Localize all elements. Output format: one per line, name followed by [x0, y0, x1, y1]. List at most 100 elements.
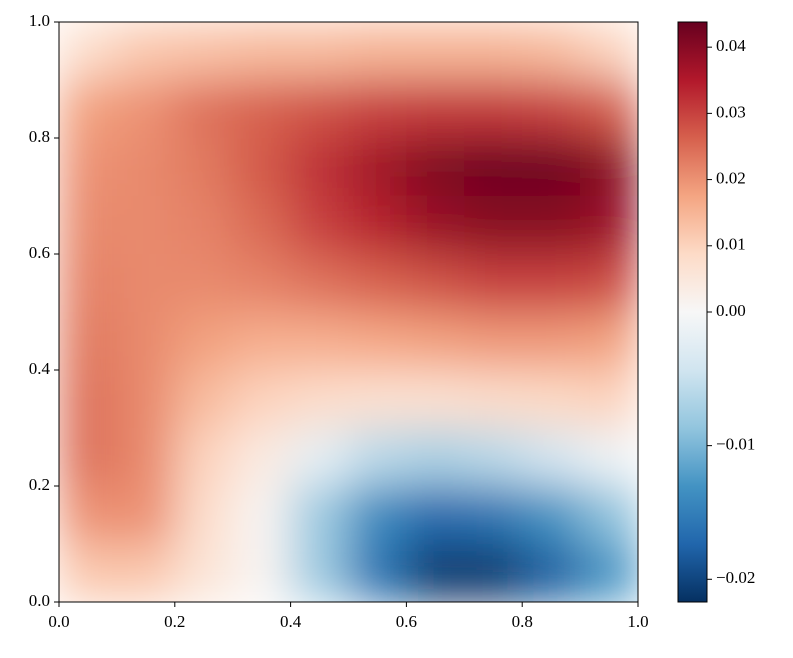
- heat-cell: [580, 254, 638, 313]
- heat-cell: [348, 486, 407, 545]
- heat-cell: [232, 428, 292, 487]
- colorbar-tick-label: 0.01: [716, 235, 746, 254]
- heat-cell: [464, 544, 523, 602]
- x-tick-label: 0.4: [280, 612, 302, 631]
- heat-cell: [174, 196, 234, 255]
- heat-cell: [116, 312, 176, 371]
- heat-cell: [232, 370, 292, 429]
- y-tick-label: 0.4: [29, 359, 51, 378]
- heat-cell: [116, 544, 176, 602]
- heat-cell: [464, 486, 523, 545]
- heat-cell: [522, 80, 581, 139]
- heat-cell: [232, 80, 292, 139]
- heat-cell: [174, 22, 234, 81]
- colorbar-tick-label: −0.02: [716, 568, 755, 587]
- heat-cell: [406, 428, 465, 487]
- heat-cell: [580, 370, 638, 429]
- heat-cell: [406, 138, 465, 197]
- y-tick-label: 0.2: [29, 475, 50, 494]
- heat-cell: [174, 370, 234, 429]
- heat-cell: [59, 196, 118, 255]
- heat-cell: [580, 196, 638, 255]
- heat-cell: [174, 428, 234, 487]
- heat-cell: [290, 80, 349, 139]
- heat-cell: [464, 22, 523, 81]
- heat-cell: [406, 312, 465, 371]
- y-tick-label: 0.0: [29, 591, 50, 610]
- heat-cell: [348, 544, 407, 602]
- heat-cell: [116, 486, 176, 545]
- heat-cell: [464, 196, 523, 255]
- heat-cell: [522, 370, 581, 429]
- heat-cell: [59, 254, 118, 313]
- heat-cell: [232, 254, 292, 313]
- x-tick-label: 0.2: [164, 612, 185, 631]
- heat-cell: [174, 312, 234, 371]
- heat-cell: [522, 312, 581, 371]
- heat-cell: [174, 254, 234, 313]
- heat-cell: [522, 486, 581, 545]
- heat-cell: [348, 196, 407, 255]
- heat-cell: [348, 254, 407, 313]
- heat-cell: [174, 486, 234, 545]
- heat-cell: [406, 22, 465, 81]
- heat-cell: [116, 254, 176, 313]
- heat-cell: [464, 80, 523, 139]
- heat-cell: [348, 138, 407, 197]
- heat-cell: [174, 138, 234, 197]
- heat-cell: [580, 22, 638, 81]
- heat-cell: [290, 312, 349, 371]
- heat-cell: [59, 544, 118, 602]
- heat-cell: [464, 254, 523, 313]
- colorbar: [677, 21, 708, 603]
- heat-cell: [290, 486, 349, 545]
- heat-cell: [59, 312, 118, 371]
- heat-cell: [59, 486, 118, 545]
- x-tick-label: 0.6: [396, 612, 417, 631]
- colorbar-tick-label: 0.04: [716, 36, 746, 55]
- heat-cell: [59, 370, 118, 429]
- heat-cell: [232, 544, 292, 602]
- heat-cell: [348, 428, 407, 487]
- heat-cell: [406, 370, 465, 429]
- heat-cell: [116, 138, 176, 197]
- heat-cell: [290, 544, 349, 602]
- y-tick-label: 1.0: [29, 11, 50, 30]
- heat-cell: [522, 196, 581, 255]
- heat-cell: [406, 544, 465, 602]
- y-tick-label: 0.6: [29, 243, 50, 262]
- heat-cell: [464, 312, 523, 371]
- x-tick-label: 1.0: [627, 612, 648, 631]
- colorbar-tick-label: −0.01: [716, 435, 755, 454]
- heat-cell: [580, 486, 638, 545]
- heat-cell: [116, 22, 176, 81]
- heat-cell: [116, 80, 176, 139]
- y-tick-label: 0.8: [29, 127, 50, 146]
- colorbar-tick-label: 0.02: [716, 168, 746, 187]
- heat-cell: [232, 22, 292, 81]
- heat-cell: [232, 312, 292, 371]
- heat-cell: [522, 22, 581, 81]
- heat-cell: [290, 370, 349, 429]
- heat-cell: [580, 138, 638, 197]
- colorbar-tick-label: 0.03: [716, 102, 746, 121]
- heat-cell: [348, 370, 407, 429]
- heat-cell: [406, 80, 465, 139]
- heat-cell: [580, 80, 638, 139]
- heat-cell: [116, 196, 176, 255]
- heat-cell: [290, 254, 349, 313]
- heat-cell: [116, 428, 176, 487]
- heat-cell: [406, 254, 465, 313]
- heat-cell: [406, 486, 465, 545]
- heat-cell: [116, 370, 176, 429]
- heat-cell: [348, 80, 407, 139]
- colorbar-tick-label: 0.00: [716, 301, 746, 320]
- heat-cell: [290, 428, 349, 487]
- heat-cell: [59, 428, 118, 487]
- heat-cell: [348, 22, 407, 81]
- heat-cell: [522, 544, 581, 602]
- heat-cell: [59, 138, 118, 197]
- heat-cell: [406, 196, 465, 255]
- heat-cell: [580, 312, 638, 371]
